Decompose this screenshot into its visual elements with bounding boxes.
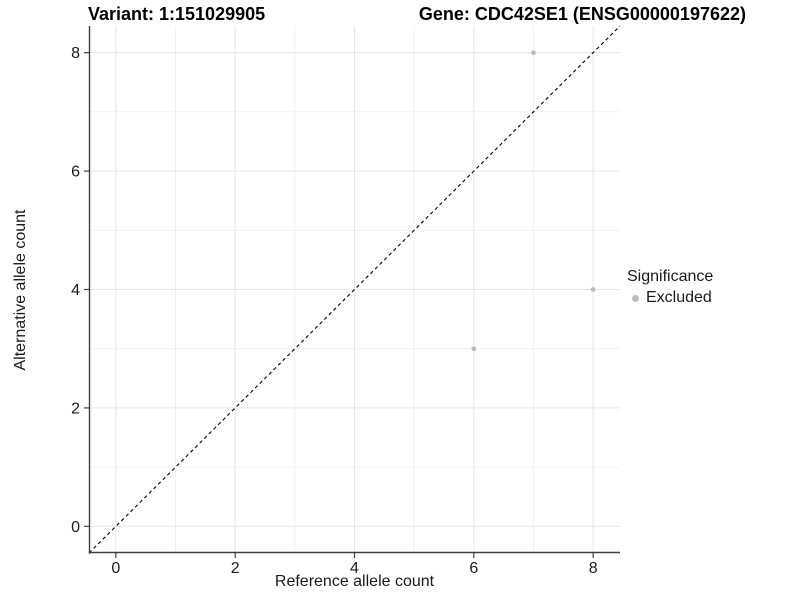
- y-tick-label: 2: [71, 400, 80, 417]
- x-tick-label: 6: [469, 560, 478, 577]
- plot-panel: 0 2 4 6 8 0 2 4 6 8: [71, 25, 621, 577]
- variant-title: Variant: 1:151029905: [88, 4, 266, 24]
- excluded-point-icon: [632, 294, 639, 302]
- data-point: [590, 287, 596, 292]
- y-axis-title: Alternative allele count: [12, 209, 29, 371]
- data-point: [531, 50, 536, 56]
- y-tick-label: 8: [71, 45, 80, 62]
- y-tick-label: 4: [71, 282, 80, 299]
- x-tick-label: 4: [350, 560, 359, 577]
- plot-svg: 0 2 4 6 8 0 2 4 6 8: [71, 25, 621, 577]
- legend-title: Significance: [627, 268, 714, 285]
- identity-line: [88, 25, 621, 554]
- x-tick-label: 2: [231, 560, 240, 577]
- legend-key: [627, 290, 644, 307]
- legend-entry-label: Excluded: [646, 289, 712, 306]
- y-tick-label: 0: [71, 519, 80, 536]
- x-axis-title: Reference allele count: [274, 573, 435, 590]
- legend-entry-excluded: Excluded: [627, 289, 713, 307]
- gene-title: Gene: CDC42SE1 (ENSG00000197622): [418, 4, 746, 24]
- data-point: [471, 346, 477, 352]
- x-tick-label: 0: [111, 560, 120, 577]
- x-tick-label: 8: [589, 560, 598, 577]
- legend: Significance Excluded: [627, 268, 713, 307]
- y-tick-label: 6: [71, 164, 80, 181]
